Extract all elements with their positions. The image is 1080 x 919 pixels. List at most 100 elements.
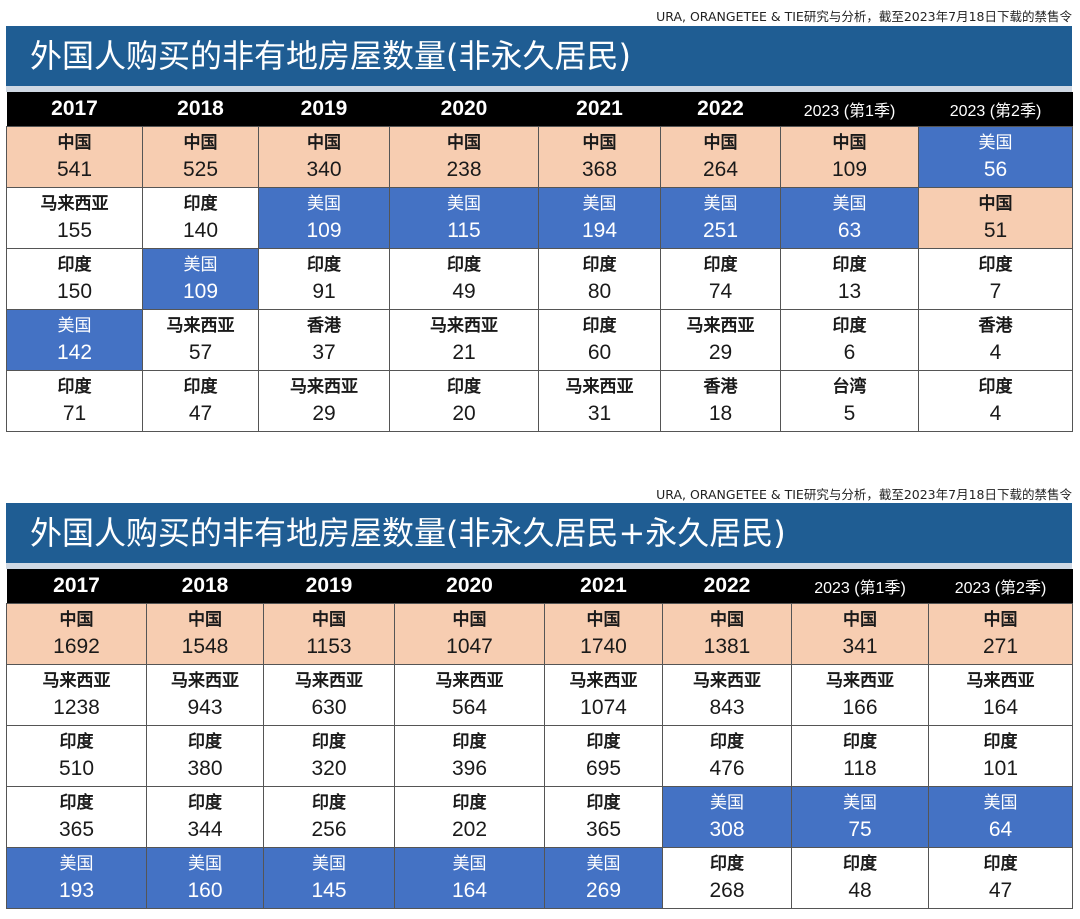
cell-country: 印度 <box>312 793 346 813</box>
source-note-1: URA, ORANGETEE & TIE研究与分析，截至2023年7月18日下载… <box>656 9 1072 24</box>
column-header: 2021 <box>544 569 663 604</box>
cell-country: 美国 <box>57 316 92 336</box>
table-cell: 中国 51 <box>918 187 1073 249</box>
cell-value: 166 <box>842 696 878 719</box>
cell-value: 80 <box>587 280 612 303</box>
table-cell: 美国 115 <box>389 187 539 249</box>
cell-country: 中国 <box>447 133 481 153</box>
cell-value: 4 <box>989 402 1002 425</box>
cell-country: 印度 <box>978 255 1013 275</box>
cell-value: 238 <box>446 158 482 181</box>
cell-country: 美国 <box>978 133 1013 153</box>
cell-country: 印度 <box>983 732 1018 752</box>
cell-value: 49 <box>452 280 476 303</box>
cell-country: 印度 <box>582 255 617 275</box>
table-cell: 美国 164 <box>394 847 545 909</box>
cell-value: 109 <box>831 158 868 181</box>
cell-value: 91 <box>312 280 336 303</box>
table-row: 美国 193 美国 160 美国 145 美国 164 美国 269 印度 268 印度 48 印度 47 <box>6 847 1073 909</box>
cell-value: 164 <box>982 696 1019 719</box>
cell-country: 美国 <box>183 255 218 275</box>
table-cell: 美国 193 <box>6 847 147 909</box>
cell-value: 1074 <box>580 696 627 719</box>
table-cell: 马来西亚 1074 <box>544 664 663 726</box>
cell-value: 47 <box>988 879 1013 902</box>
cell-country: 美国 <box>586 854 621 874</box>
table-cell: 印度 4 <box>918 370 1073 432</box>
column-header: 2023 (第1季) <box>791 569 929 604</box>
cell-country: 中国 <box>586 610 621 630</box>
cell-country: 美国 <box>188 854 222 874</box>
cell-country: 印度 <box>447 255 481 275</box>
table-cell: 马来西亚 57 <box>142 309 259 371</box>
chart-title-2: 外国人购买的非有地房屋数量(非永久居民+永久居民) <box>6 503 1072 569</box>
cell-value: 150 <box>56 280 93 303</box>
table-cell: 美国 194 <box>538 187 661 249</box>
table-cell: 印度 48 <box>791 847 929 909</box>
table-cell: 印度 380 <box>146 725 264 787</box>
table-cell: 马来西亚 29 <box>660 309 781 371</box>
header-row: 2017 2018 2019 2020 2021 2022 2023 (第1季) 2023 (… <box>6 92 1073 127</box>
cell-country: 美国 <box>307 194 341 214</box>
cell-value: 21 <box>452 341 476 364</box>
table-cell: 中国 340 <box>258 126 390 188</box>
table-cell: 印度 320 <box>263 725 395 787</box>
cell-value: 51 <box>983 219 1008 242</box>
column-header: 2023 (第1季) <box>780 92 919 127</box>
cell-country: 印度 <box>710 854 744 874</box>
cell-value: 320 <box>311 757 347 780</box>
cell-value: 843 <box>709 696 745 719</box>
cell-value: 1047 <box>446 635 493 658</box>
cell-country: 美国 <box>312 854 346 874</box>
cell-country: 马来西亚 <box>40 194 109 214</box>
table-cell: 马来西亚 21 <box>389 309 539 371</box>
cell-country: 中国 <box>312 610 346 630</box>
table-row: 印度 510 印度 380 印度 320 印度 396 印度 695 印度 476 印度 118 印度 101 <box>6 725 1073 787</box>
table-cell: 印度 344 <box>146 786 264 848</box>
cell-value: 160 <box>187 879 223 902</box>
cell-country: 印度 <box>183 377 218 397</box>
header-row: 2017 2018 2019 2020 2021 2022 2023 (第1季) 2023 (… <box>6 569 1073 604</box>
source-note-2: URA, ORANGETEE & TIE研究与分析，截至2023年7月18日下载… <box>656 487 1072 502</box>
table-cell: 美国 269 <box>544 847 663 909</box>
cell-country: 印度 <box>312 732 346 752</box>
cell-value: 476 <box>709 757 745 780</box>
cell-value: 541 <box>56 158 93 181</box>
cell-value: 308 <box>709 818 745 841</box>
cell-country: 印度 <box>832 316 867 336</box>
table-cell: 印度 7 <box>918 248 1073 310</box>
cell-value: 57 <box>188 341 213 364</box>
cell-country: 马来西亚 <box>290 377 358 397</box>
table-cell: 香港 37 <box>258 309 390 371</box>
cell-value: 1548 <box>181 635 229 658</box>
table-cell: 印度 71 <box>6 370 143 432</box>
cell-country: 马来西亚 <box>569 671 638 691</box>
cell-country: 马来西亚 <box>430 316 498 336</box>
table-cell: 美国 160 <box>146 847 264 909</box>
table-cell: 印度 510 <box>6 725 147 787</box>
cell-country: 美国 <box>447 194 481 214</box>
table-cell: 美国 109 <box>142 248 259 310</box>
table-row: 印度 365 印度 344 印度 256 印度 202 印度 365 美国 308 美国 75 美国 64 <box>6 786 1073 848</box>
cell-value: 341 <box>842 635 878 658</box>
table-cell: 印度 118 <box>791 725 929 787</box>
column-header: 2022 <box>662 569 792 604</box>
column-header: 2017 <box>6 92 143 127</box>
cell-country: 美国 <box>452 854 487 874</box>
cell-country: 中国 <box>452 610 487 630</box>
cell-country: 印度 <box>983 854 1018 874</box>
cell-country: 印度 <box>710 732 744 752</box>
cell-country: 印度 <box>188 732 222 752</box>
table-cell: 中国 1381 <box>662 603 792 665</box>
cell-value: 564 <box>451 696 488 719</box>
cell-country: 美国 <box>983 793 1018 813</box>
cell-country: 印度 <box>307 255 341 275</box>
cell-country: 香港 <box>703 377 738 397</box>
table-cell: 印度 91 <box>258 248 390 310</box>
table-cell: 印度 476 <box>662 725 792 787</box>
cell-value: 1740 <box>580 635 627 658</box>
cell-country: 马来西亚 <box>295 671 363 691</box>
cell-value: 29 <box>312 402 336 425</box>
cell-value: 31 <box>587 402 612 425</box>
table-cell: 印度 365 <box>6 786 147 848</box>
